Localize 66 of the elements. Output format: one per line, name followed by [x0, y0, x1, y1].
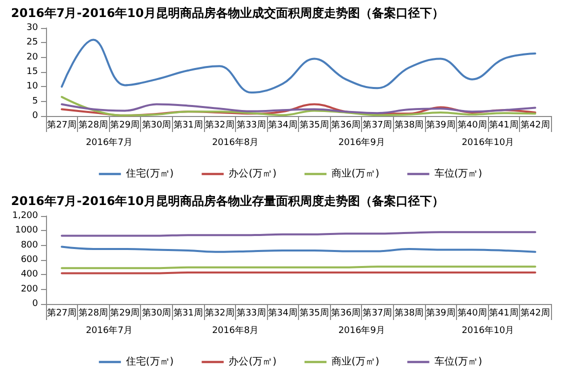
x-tick-label: 第42周	[520, 120, 550, 130]
x-tick-label: 第34周	[268, 308, 298, 318]
x-tick-label: 第36周	[331, 308, 361, 318]
x-tick-label: 第29周	[110, 308, 140, 318]
x-tick-label: 第30周	[142, 308, 172, 318]
legend-label: 办公(万㎡)	[228, 356, 277, 368]
x-tick-label: 第40周	[457, 120, 487, 130]
x-tick-label: 第41周	[488, 308, 518, 318]
legend-label: 住宅(万㎡)	[126, 356, 174, 368]
x-tick-label: 第28周	[78, 120, 108, 130]
y-tick-label: 600	[20, 255, 38, 265]
y-tick-label: 1,200	[12, 211, 38, 221]
y-tick-label: 25	[26, 38, 38, 48]
legend-label: 办公(万㎡)	[228, 168, 277, 180]
x-tick-label: 第33周	[236, 120, 266, 130]
text: 2016年8月	[212, 325, 259, 336]
y-tick-label: 20	[26, 52, 38, 62]
x-tick-label: 第39周	[426, 120, 456, 130]
x-tick-label: 第32周	[204, 308, 234, 318]
legend-label: 商业(万㎡)	[332, 168, 380, 180]
text: 2016年7月	[86, 325, 132, 336]
y-tick-label: 30	[26, 23, 38, 33]
legend-label: 车位(万㎡)	[434, 356, 482, 368]
y-tick-label: 15	[26, 67, 38, 77]
x-tick-label: 第40周	[457, 308, 487, 318]
x-tick-label: 第29周	[110, 120, 140, 130]
y-tick-label: 0	[32, 111, 38, 121]
legend-label: 住宅(万㎡)	[126, 168, 174, 180]
x-tick-label: 第38周	[394, 120, 424, 130]
x-tick-label: 第37周	[362, 120, 392, 130]
text: 2016年10月	[462, 137, 514, 148]
chart-title: 2016年7月-2016年10月昆明商品房各物业成交面积周度走势图（备案口径下）	[11, 6, 444, 20]
y-tick-label: 400	[20, 270, 38, 280]
x-tick-label: 第36周	[331, 120, 361, 130]
x-tick-label: 第41周	[488, 120, 518, 130]
legend-label: 车位(万㎡)	[434, 168, 482, 180]
x-tick-label: 第39周	[426, 308, 456, 318]
y-tick-label: 800	[20, 240, 38, 250]
text: 2016年8月	[212, 137, 259, 148]
y-tick-label: 0	[32, 299, 38, 309]
x-tick-label: 第27周	[47, 308, 77, 318]
x-tick-label: 第33周	[236, 308, 266, 318]
text: 2016年9月	[338, 137, 385, 148]
chart-title: 2016年7月-2016年10月昆明商品房各物业存量面积周度走势图（备案口径下）	[11, 194, 444, 208]
y-tick-label: 10	[26, 82, 38, 92]
x-tick-label: 第42周	[520, 308, 550, 318]
text: 2016年7月	[86, 137, 132, 148]
y-tick-label: 5	[32, 96, 38, 106]
line-series	[60, 96, 536, 116]
y-tick-label: 200	[20, 284, 38, 294]
text: 2016年10月	[462, 325, 514, 336]
x-tick-label: 第35周	[300, 120, 330, 130]
x-tick-label: 第32周	[204, 120, 234, 130]
legend-label: 商业(万㎡)	[332, 356, 380, 368]
y-tick-label: 1000	[15, 226, 38, 236]
x-tick-label: 第34周	[268, 120, 298, 130]
x-tick-label: 第37周	[362, 308, 392, 318]
x-tick-label: 第31周	[173, 308, 203, 318]
x-tick-label: 第28周	[78, 308, 108, 318]
x-tick-label: 第30周	[142, 120, 172, 130]
x-tick-label: 第35周	[300, 308, 330, 318]
x-tick-label: 第38周	[394, 308, 424, 318]
line-series	[60, 38, 536, 94]
x-tick-label: 第27周	[47, 120, 77, 130]
text: 2016年9月	[338, 325, 385, 336]
x-tick-label: 第31周	[173, 120, 203, 130]
